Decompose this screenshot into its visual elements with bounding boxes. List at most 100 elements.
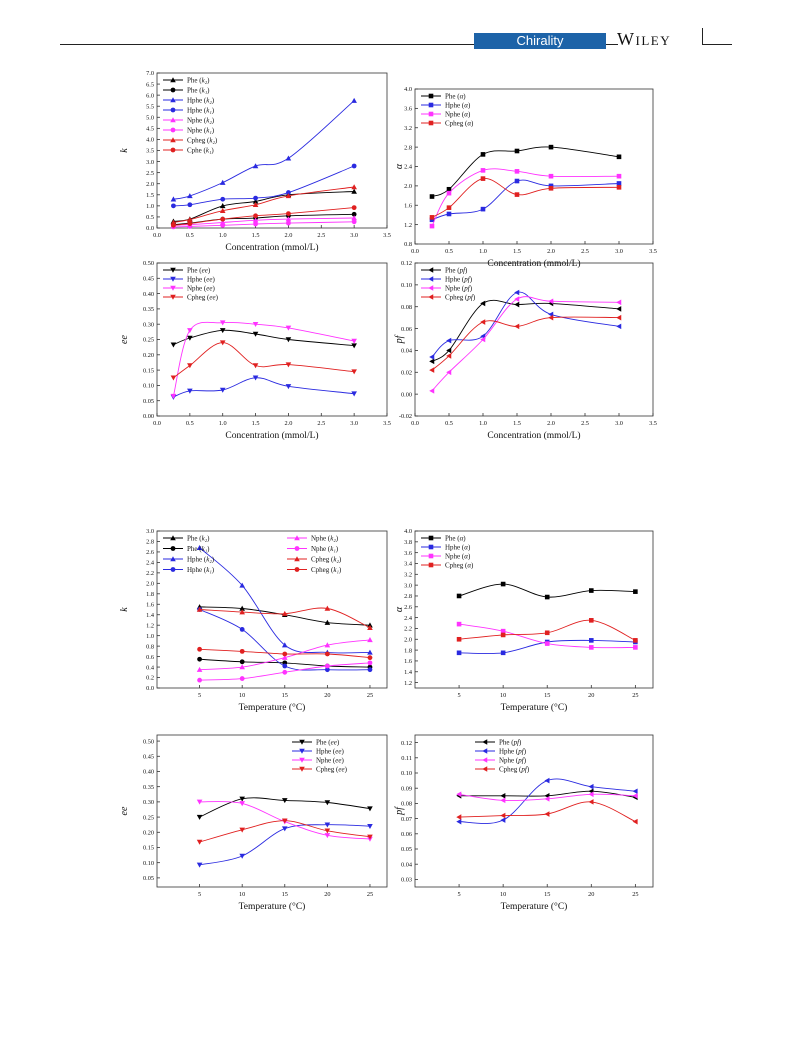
y-tick-label: 0.05	[401, 846, 412, 853]
y-axis-label: k	[119, 148, 130, 153]
y-tick-label: 2.4	[404, 615, 413, 622]
plot-frame	[414, 262, 654, 417]
y-tick-label: 0.40	[143, 291, 154, 298]
y-tick-label: 5.5	[146, 103, 154, 110]
legend-label: Hphe (k₁)	[187, 106, 215, 114]
data-point	[239, 609, 245, 615]
y-tick-label: 0.0	[146, 685, 154, 692]
y-axis-label: pf	[394, 806, 405, 816]
y-tick-label: 0.09	[401, 785, 412, 792]
y-tick-label: 0.2	[146, 675, 154, 682]
legend-label: Phe (pf)	[499, 738, 522, 746]
data-point	[633, 638, 638, 643]
data-point	[252, 321, 259, 327]
series-line	[172, 321, 355, 397]
legend-label: Hphe (ee)	[316, 747, 344, 755]
data-point	[351, 97, 357, 103]
data-point	[324, 642, 331, 648]
x-tick-label: 0.5	[186, 232, 194, 239]
y-tick-label: 1.4	[146, 612, 155, 619]
legend-marker	[170, 535, 176, 541]
legend-marker	[170, 147, 176, 153]
data-point	[197, 646, 202, 652]
data-point	[500, 817, 506, 823]
x-tick-label: 20	[324, 891, 330, 898]
data-point	[351, 215, 357, 221]
data-point	[367, 834, 373, 840]
data-point	[219, 203, 226, 209]
y-tick-label: 1.6	[404, 658, 412, 665]
data-point	[500, 797, 506, 804]
data-point	[324, 800, 331, 806]
data-point	[367, 823, 373, 829]
data-point	[219, 179, 226, 185]
x-tick-label: 3.0	[350, 232, 358, 239]
legend-label: Phe (k₁)	[187, 545, 210, 553]
data-point	[170, 375, 177, 381]
data-point	[514, 289, 520, 296]
data-point	[351, 391, 357, 397]
y-tick-label: 0.6	[146, 654, 154, 661]
header-rule-mid	[606, 44, 618, 45]
data-point	[429, 358, 435, 365]
data-point	[446, 211, 452, 217]
data-point	[367, 806, 373, 812]
x-tick-label: 25	[632, 891, 638, 898]
data-point	[446, 190, 452, 196]
data-point	[281, 642, 288, 648]
y-tick-label: 1.6	[404, 202, 412, 209]
data-point	[367, 655, 373, 661]
data-point	[367, 622, 373, 628]
data-point	[514, 301, 520, 308]
y-tick-label: 2.2	[404, 626, 412, 633]
data-point	[324, 833, 331, 839]
legend-marker	[294, 546, 300, 551]
x-tick-label: 2.5	[581, 420, 589, 427]
x-tick-label: 2.0	[547, 420, 555, 427]
data-point	[196, 862, 203, 868]
data-point	[514, 296, 520, 302]
data-point	[219, 328, 226, 334]
chart-pf-vs-temperature: 5 10 15 20 25 0.03 0.04 0.05 0.06 0.07 0.08 0.09 0.1…	[394, 734, 654, 912]
legend-marker	[299, 748, 305, 754]
legend-label: Hphe (α)	[445, 543, 471, 551]
x-tick-label: 1.5	[513, 248, 521, 255]
legend-label: Hphe (α)	[445, 101, 471, 109]
y-tick-label: 0.04	[401, 861, 413, 868]
y-tick-label: 0.45	[143, 753, 154, 760]
data-point	[239, 676, 245, 681]
y-tick-label: -0.02	[399, 413, 412, 420]
legend-marker	[428, 102, 434, 108]
data-point	[616, 154, 622, 160]
data-point	[239, 626, 245, 632]
x-tick-label: 0.5	[186, 420, 194, 427]
series-line	[431, 299, 620, 362]
y-tick-label: 7.0	[146, 70, 154, 77]
data-point	[196, 544, 203, 550]
legend-label: Cphe (k₁)	[187, 146, 214, 154]
data-point	[252, 198, 259, 204]
data-point	[324, 651, 330, 657]
data-point	[187, 221, 193, 226]
data-point	[239, 605, 245, 611]
data-point	[324, 822, 331, 828]
data-point	[616, 314, 622, 321]
data-point	[456, 818, 462, 825]
x-tick-label: 1.0	[219, 232, 227, 239]
y-tick-label: 0.11	[401, 755, 412, 762]
legend-label: Cpheg (α)	[445, 119, 474, 127]
y-tick-label: 1.2	[404, 222, 412, 229]
data-point	[548, 185, 554, 191]
y-tick-label: 3.0	[146, 159, 154, 166]
y-tick-label: 3.8	[404, 539, 412, 546]
data-point	[633, 589, 638, 594]
x-tick-label: 15	[282, 891, 288, 898]
legend-marker	[170, 127, 176, 133]
data-point	[239, 582, 245, 588]
x-tick-label: 3.0	[615, 248, 623, 255]
x-tick-label: 3.5	[383, 232, 391, 239]
y-axis-label: α	[394, 163, 405, 169]
y-tick-label: 0.02	[401, 369, 412, 376]
data-point	[196, 839, 203, 845]
data-point	[500, 650, 506, 656]
